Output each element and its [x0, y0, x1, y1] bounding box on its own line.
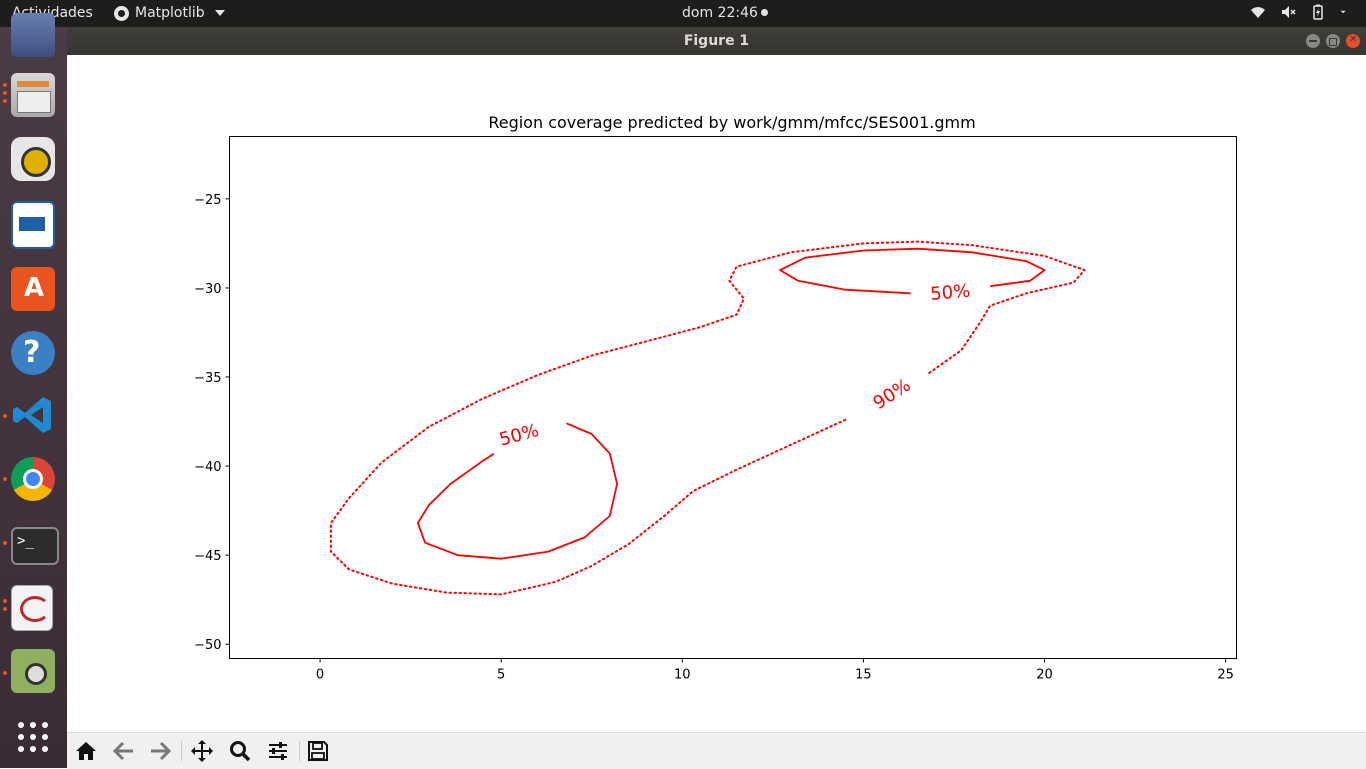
running-indicator — [3, 671, 7, 675]
contour-lines: 90% 50% 50% — [329, 240, 1086, 596]
window-title: Figure 1 — [683, 33, 750, 49]
x-tick-label: 10 — [674, 668, 691, 683]
chrome-icon[interactable] — [11, 457, 55, 501]
close-icon: ✕ — [1349, 34, 1358, 45]
contour-50-line — [416, 422, 618, 560]
window-titlebar[interactable]: Figure 1 ✕ — [67, 27, 1366, 55]
minimize-button[interactable] — [1306, 34, 1320, 48]
system-menu-chevron-icon — [1340, 10, 1346, 14]
clock-label: dom 22:46 — [682, 5, 758, 21]
x-tick-label: 25 — [1217, 668, 1234, 683]
system-tray[interactable] — [1250, 4, 1350, 20]
y-tick-label: −30 — [194, 282, 221, 297]
back-button[interactable] — [110, 737, 138, 765]
rhythmbox-icon[interactable] — [11, 137, 55, 181]
vscode-icon[interactable] — [11, 393, 55, 437]
help-icon[interactable]: ? — [11, 331, 55, 375]
pan-button[interactable] — [188, 737, 216, 765]
writer-icon[interactable] — [11, 201, 55, 249]
axes-frame — [229, 136, 1237, 659]
floppy-disk-icon — [308, 741, 328, 761]
configure-subplots-button[interactable] — [264, 737, 292, 765]
figure-canvas[interactable]: Region coverage predicted by work/gmm/mf… — [67, 55, 1366, 732]
x-tick-label: 15 — [855, 668, 872, 683]
files-icon[interactable] — [11, 73, 55, 117]
x-tick-label: 0 — [316, 668, 324, 683]
mail-icon[interactable] — [11, 13, 55, 57]
save-button[interactable] — [304, 737, 332, 765]
minimize-icon — [1309, 40, 1317, 42]
show-apps-icon[interactable] — [11, 715, 55, 759]
y-tick-label: −35 — [194, 371, 221, 386]
toolbar-separator — [181, 741, 182, 761]
running-indicator — [3, 414, 7, 418]
chevron-down-icon — [214, 10, 225, 16]
y-tick-label: −45 — [194, 549, 221, 564]
gear-icon — [114, 5, 129, 21]
running-indicator — [3, 99, 7, 103]
sliders-icon — [269, 742, 287, 760]
y-tick-label: −50 — [194, 638, 221, 653]
battery-icon — [1313, 4, 1323, 20]
app-menu[interactable]: Matplotlib — [114, 5, 225, 21]
contour-plot: Region coverage predicted by work/gmm/mf… — [194, 113, 1237, 683]
y-tick-label: −40 — [194, 460, 221, 475]
dock: A ? >_ — [0, 13, 67, 768]
y-axis: −25 −30 −35 −40 −45 −50 — [194, 193, 230, 653]
wifi-icon — [1251, 7, 1265, 18]
app-menu-label: Matplotlib — [135, 5, 205, 21]
arrow-left-icon — [113, 741, 133, 761]
terminal-icon[interactable]: >_ — [11, 527, 59, 565]
zoom-button[interactable] — [226, 737, 254, 765]
contour-level-label: 50% — [929, 281, 971, 305]
running-indicator — [3, 541, 7, 545]
close-button[interactable]: ✕ — [1346, 34, 1360, 48]
contour-level-label: 90% — [870, 375, 915, 414]
running-indicator — [3, 607, 7, 611]
contour-50-line — [779, 247, 1046, 295]
maximize-button[interactable] — [1326, 34, 1340, 48]
y-tick-label: −25 — [194, 193, 221, 208]
running-indicator — [3, 477, 7, 481]
image-viewer-icon[interactable] — [11, 649, 55, 693]
chart-title: Region coverage predicted by work/gmm/mf… — [488, 113, 975, 132]
notification-dot-icon — [760, 9, 768, 16]
contour-level-label: 50% — [497, 420, 541, 451]
software-center-icon[interactable]: A — [11, 267, 55, 311]
home-icon — [76, 742, 96, 760]
home-button[interactable] — [72, 737, 100, 765]
contour-90-line — [329, 240, 1086, 596]
move-icon — [191, 740, 213, 762]
top-bar: Actividades Matplotlib dom 22:46 — [0, 0, 1366, 27]
magnifier-icon — [230, 741, 251, 762]
clock[interactable]: dom 22:46 — [682, 5, 768, 21]
x-tick-label: 5 — [497, 668, 505, 683]
matplotlib-toolbar — [67, 732, 1366, 769]
document-viewer-icon[interactable] — [11, 585, 53, 631]
arrow-right-icon — [151, 741, 171, 761]
running-indicator — [3, 91, 7, 95]
toolbar-separator — [299, 741, 300, 761]
x-tick-label: 20 — [1036, 668, 1053, 683]
running-indicator — [3, 599, 7, 603]
x-axis: 0 5 10 15 20 25 — [316, 658, 1234, 683]
running-indicator — [3, 83, 7, 87]
maximize-icon — [1329, 38, 1337, 46]
volume-muted-icon — [1282, 6, 1296, 18]
forward-button[interactable] — [146, 737, 174, 765]
